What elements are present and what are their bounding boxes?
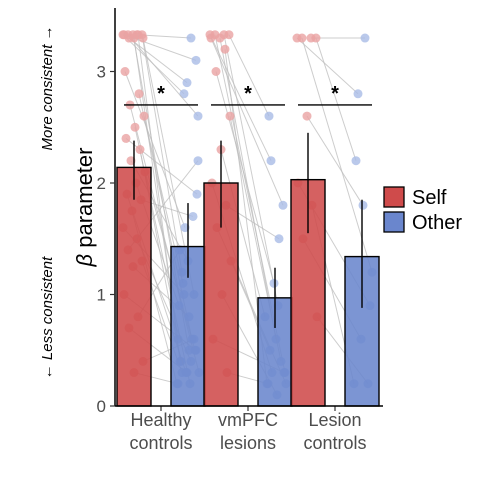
axes-layer: Healthy controls vmPFC lesions Lesion control… [97,8,383,453]
paired-line [210,37,284,206]
category-label-line2: controls [303,433,366,453]
y-tick-label: 1 [97,286,106,305]
paired-line [223,34,279,306]
other-point [274,234,284,244]
other-point [186,33,196,43]
other-point [192,189,202,199]
self-point [129,33,139,43]
y-axis-label: β parameter [72,148,97,268]
self-point [297,33,307,43]
other-point [191,55,201,65]
category-label-line2: controls [129,433,192,453]
paired-line [306,115,364,206]
paired-line [301,37,373,273]
legend-swatch-self [383,186,405,208]
y-axis-label-text: parameter [72,148,97,248]
self-point [311,33,321,43]
self-point [206,33,216,43]
other-point [266,156,276,166]
significance-star: * [331,83,339,105]
self-point [220,44,230,54]
other-point [360,33,370,43]
labels-layer: β parameter More consistent → ← Less con… [39,25,97,379]
error-bars-layer [133,132,363,328]
self-point [139,111,149,121]
self-point [215,33,225,43]
self-point [120,67,130,76]
other-point [179,89,189,99]
bar-self [116,166,152,407]
other-point [353,89,363,99]
category-label-line2: lesions [220,433,276,453]
other-point [180,223,190,233]
self-point [121,133,131,143]
other-point [188,211,198,221]
paired-line [296,37,359,95]
other-point [358,200,368,210]
other-point [264,111,274,121]
legend: Self Other [383,186,462,234]
self-point [211,67,221,76]
annotation-less-consistent: ← Less consistent [39,256,56,379]
self-point [224,30,234,40]
significance-star: * [244,83,252,105]
other-point [182,78,192,88]
self-point [138,33,148,43]
legend-label-other: Other [412,212,462,234]
other-point [269,278,279,288]
other-point [193,156,203,166]
self-point [126,156,136,166]
annotation-more-consistent: More consistent → [39,25,56,150]
paired-line [209,34,272,161]
self-point [134,89,144,99]
paired-line [141,34,183,273]
paired-line [124,71,186,228]
paired-line [128,37,188,84]
legend-label-self: Self [412,187,447,209]
self-point [302,111,312,121]
y-tick-label: 3 [97,63,106,82]
paired-line [220,149,266,317]
self-point [130,122,140,132]
self-point [225,111,235,121]
category-label-line1: Lesion [308,410,361,430]
legend-swatch-other [383,211,405,233]
y-axis-label-symbol: β [72,253,97,267]
category-label-line1: Healthy [130,410,191,430]
other-point [193,111,203,121]
other-point [278,200,288,210]
significance-star: * [157,83,165,105]
paired-line [315,37,357,161]
self-point [135,145,145,155]
y-tick-label: 2 [97,174,106,193]
significance-layer: * * * [124,83,372,106]
paired-line [228,34,270,117]
category-label-line1: vmPFC [218,410,278,430]
y-tick-label: 0 [97,397,106,416]
paired-line [215,71,275,284]
other-point [351,156,361,166]
